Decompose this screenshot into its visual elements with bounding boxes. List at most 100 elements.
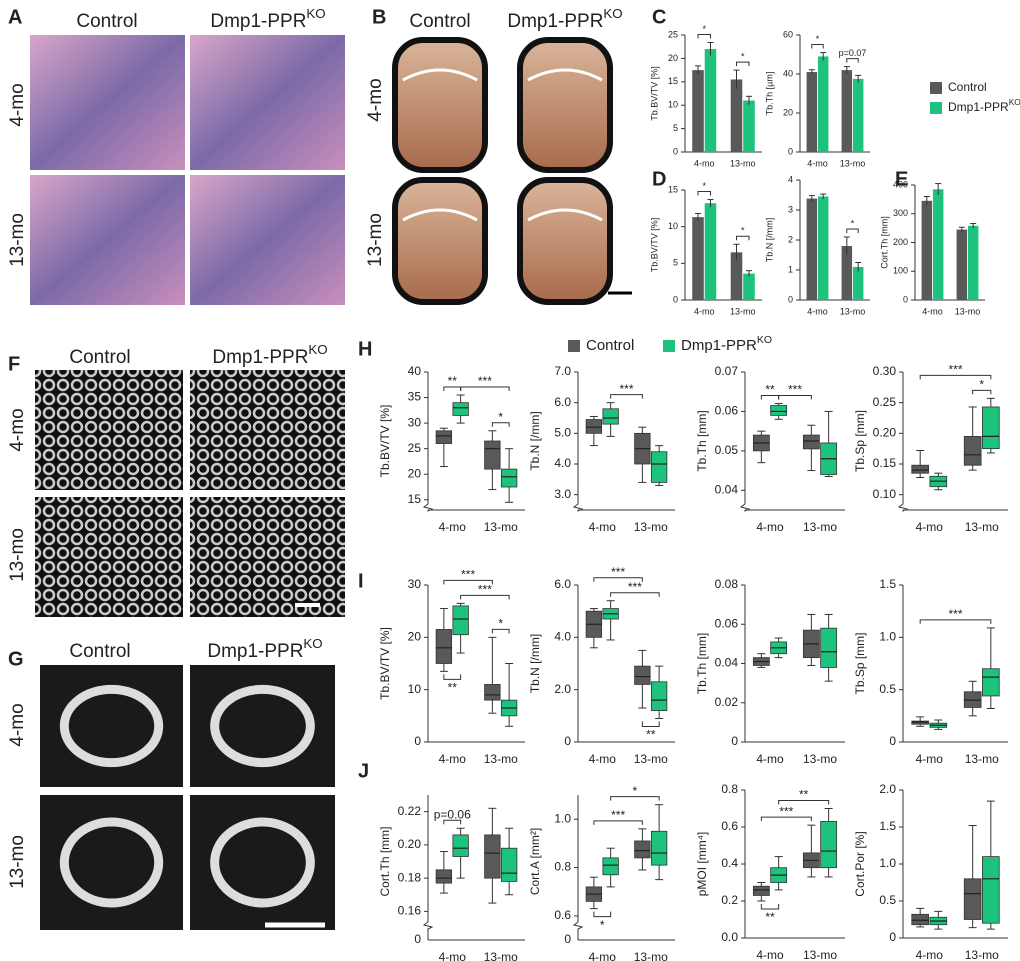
y-tick-label: 0.18 (398, 870, 422, 884)
y-tick-label: 10 (668, 100, 678, 110)
x-tick-label: 13-mo (634, 752, 668, 766)
box (484, 684, 501, 701)
significance-label: *** (948, 607, 962, 621)
y-tick-label: 0 (889, 734, 896, 748)
axis-break (897, 503, 909, 512)
y-axis-label: pMOI [mm⁴] (695, 832, 709, 897)
significance-label: *** (478, 374, 492, 388)
box (963, 878, 982, 920)
significance-bracket (846, 228, 859, 233)
significance-bracket (593, 820, 643, 825)
legend-label: Control (948, 80, 987, 94)
box (634, 665, 651, 685)
bar (817, 56, 829, 153)
chart: 0 0.02 0.04 0.06 0.08 Tb.Th [mm] 4-mo 13-mo (695, 577, 845, 766)
y-axis-label: Tb.BV/TV [%] (378, 405, 392, 478)
significance-bracket (778, 800, 830, 805)
box (484, 440, 501, 470)
significance-label: ** (765, 910, 775, 924)
box (602, 857, 619, 876)
y-tick-label: 30 (408, 415, 422, 429)
y-tick-label: 0 (414, 734, 421, 748)
y-tick-label: 2 (788, 234, 793, 244)
significance-label: *** (611, 808, 625, 822)
y-tick-label: 15 (668, 184, 678, 194)
y-tick-label: 2.0 (554, 682, 571, 696)
column-label: Control (409, 11, 470, 32)
bar (806, 72, 818, 152)
significance-bracket (760, 816, 812, 822)
significance-bracket (610, 796, 660, 801)
box (500, 468, 518, 488)
column-label: Control (69, 641, 130, 662)
y-tick-label: 40 (408, 364, 422, 378)
box (484, 834, 501, 879)
microct-image (35, 497, 183, 617)
y-axis-label: Tb.BV/TV [%] (378, 627, 392, 700)
chart: 0 1 2 3 4 Tb.N [/mm] 4-mo 13-mo * (764, 174, 870, 316)
x-tick-label: 13-mo (955, 306, 981, 316)
x-tick-label: 13-mo (840, 158, 866, 168)
x-tick-label: 13-mo (803, 948, 837, 961)
significance-bracket (760, 904, 780, 910)
y-axis-label: Cort.Th [mm] (879, 216, 889, 269)
significance-label: p=0.07 (839, 48, 867, 58)
y-tick-label: 0 (903, 294, 908, 304)
y-tick-label: 1 (788, 264, 793, 274)
box (982, 668, 1000, 697)
x-tick-label: 13-mo (484, 950, 518, 961)
chart: 0 100 200 300 400 Cort.Th [mm] 4-mo 13-mo (879, 179, 985, 316)
y-tick-label: 0.10 (873, 487, 897, 501)
significance-bracket (460, 594, 510, 600)
chart: 0 0.5 1.0 1.5 Tb.Sp [mm] 4-mo 13-mo *** (853, 577, 1008, 766)
significance-label: * (979, 378, 984, 392)
chart: 0 0.5 1.0 1.5 2.0 Cort.Por [%] 4-mo 13-mo (853, 782, 1008, 961)
histology-image (30, 35, 185, 170)
column-label: Dmp1-PPRKO (210, 6, 325, 32)
y-tick-label: 300 (893, 208, 908, 218)
y-tick-label: 3 (788, 204, 793, 214)
x-tick-label: 13-mo (634, 950, 668, 961)
box (500, 847, 518, 882)
box (911, 464, 929, 474)
legend-label-main: Control (948, 80, 987, 94)
significance-bracket (443, 674, 462, 680)
axis-break (422, 503, 434, 512)
row-label: 13-mo (7, 835, 28, 889)
y-tick-label: 60 (783, 29, 793, 39)
significance-label: p=0.06 (434, 807, 471, 821)
legend-label: Dmp1-PPRKO (948, 97, 1020, 114)
x-tick-label: 13-mo (840, 306, 866, 316)
y-tick-label: 0 (731, 734, 738, 748)
y-tick-label: 0.04 (715, 656, 739, 670)
x-tick-label: 4-mo (807, 158, 828, 168)
y-tick-label: 25 (668, 29, 678, 39)
y-tick-label: 30 (408, 577, 422, 591)
bar (956, 229, 968, 300)
y-tick-label: 20 (783, 107, 793, 117)
column-label-sup: KO (306, 6, 325, 21)
bone-image (392, 37, 488, 173)
box (435, 869, 453, 884)
box (435, 430, 453, 444)
significance-bracket (736, 235, 750, 241)
y-tick-label: 0 (788, 146, 793, 156)
legend-label-sup: KO (1009, 97, 1020, 107)
box (752, 885, 770, 896)
y-tick-label: 0.05 (715, 443, 739, 457)
y-tick-label: 15 (408, 492, 422, 506)
x-tick-label: 4-mo (589, 950, 617, 961)
y-tick-label: 20 (408, 630, 422, 644)
bar (692, 70, 704, 152)
box (650, 451, 668, 483)
y-tick-label: 1.5 (879, 577, 896, 591)
significance-bracket (610, 592, 660, 597)
row-label: 4-mo (365, 78, 386, 121)
bar (841, 70, 853, 152)
column-label: Dmp1-PPRKO (207, 636, 322, 662)
bar (932, 189, 944, 300)
significance-bracket (736, 61, 750, 67)
x-tick-label: 4-mo (916, 948, 944, 961)
